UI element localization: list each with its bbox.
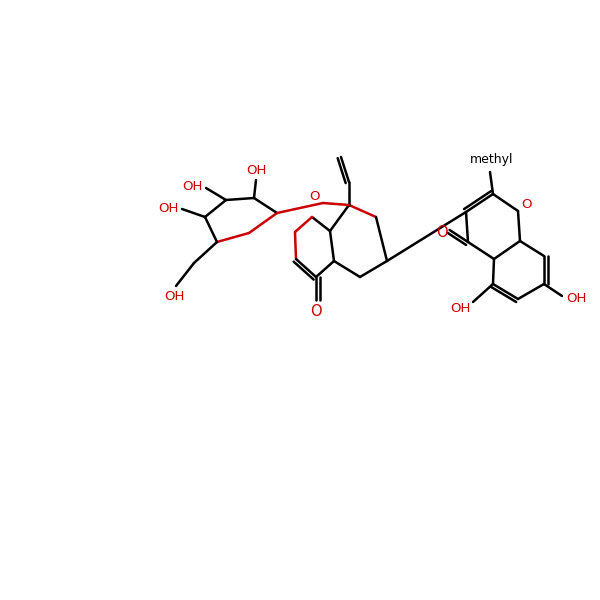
- Text: OH: OH: [182, 179, 202, 193]
- Text: O: O: [310, 304, 322, 319]
- Text: OH: OH: [246, 164, 266, 178]
- Text: methyl: methyl: [470, 154, 514, 166]
- Text: OH: OH: [566, 292, 586, 304]
- Text: OH: OH: [158, 202, 178, 215]
- Text: OH: OH: [164, 290, 184, 304]
- Text: O: O: [436, 226, 448, 241]
- Text: O: O: [310, 190, 320, 202]
- Text: OH: OH: [450, 302, 470, 316]
- Text: O: O: [522, 199, 532, 211]
